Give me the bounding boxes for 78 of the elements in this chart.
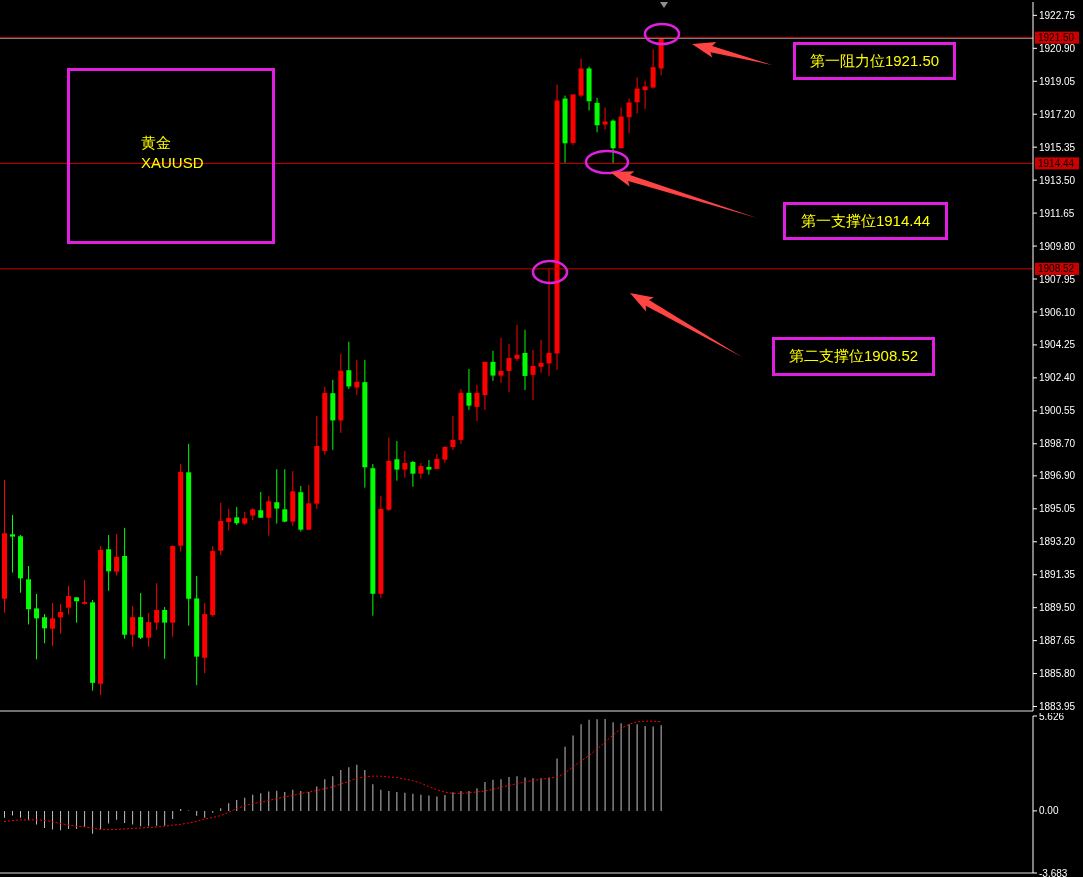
y-tick-label: 1895.05 — [1039, 503, 1076, 515]
candlestick — [530, 349, 536, 401]
line-series — [3, 720, 662, 831]
candlestick — [602, 106, 608, 131]
candlestick — [10, 514, 16, 574]
candlestick — [282, 468, 288, 523]
candlestick — [274, 468, 280, 525]
y-tick-label: 1898.70 — [1039, 438, 1076, 450]
y-tick-label: 1913.50 — [1039, 174, 1076, 186]
candlestick — [634, 77, 640, 115]
y-tick-label: 1919.05 — [1039, 75, 1076, 87]
frame: 第二支撑位1908.52 — [772, 337, 935, 376]
y-tick-label: 1922.75 — [1039, 9, 1076, 21]
candlestick — [594, 97, 600, 133]
y-tick-label: 1891.35 — [1039, 569, 1076, 581]
ref-line-label: 1921.50 — [1038, 32, 1075, 44]
candlestick — [466, 368, 472, 411]
candlestick — [266, 495, 272, 537]
y-tick-label: -3.683 — [1039, 867, 1068, 877]
candlestick — [450, 415, 456, 451]
y-tick-label: 1889.50 — [1039, 602, 1076, 614]
y-tick-label: 1920.90 — [1039, 42, 1076, 54]
candlestick — [82, 579, 88, 606]
y-tick-label: 1893.20 — [1039, 536, 1076, 548]
candlestick — [42, 613, 48, 644]
ref-line-label: 1908.52 — [1038, 263, 1075, 275]
candlestick — [418, 462, 424, 480]
candlestick — [506, 343, 512, 393]
y-tick-label: 1904.25 — [1039, 339, 1076, 351]
frame: 第一阻力位1921.50 — [793, 42, 956, 80]
y-tick-label: 0.00 — [1039, 805, 1059, 817]
y-tick-label: 1896.90 — [1039, 470, 1076, 482]
y-tick-label: 1902.40 — [1039, 372, 1076, 384]
candlestick — [426, 459, 432, 476]
y-tick-label: 1915.35 — [1039, 141, 1076, 153]
annotation: 第二支撑位1908.52 — [788, 347, 919, 366]
candlestick — [642, 80, 648, 110]
candlestick — [58, 603, 64, 635]
candlestick — [650, 49, 656, 90]
candlestick — [474, 384, 480, 422]
candlestick — [394, 440, 400, 482]
candlestick — [50, 602, 56, 647]
candlestick — [410, 460, 416, 488]
y-tick-label: 1911.65 — [1039, 207, 1075, 219]
candlestick — [258, 491, 264, 519]
candlestick — [130, 605, 136, 648]
candlestick — [34, 593, 40, 660]
candlestick — [346, 341, 352, 390]
candlestick — [402, 450, 408, 479]
y-tick-label: 1909.80 — [1039, 240, 1076, 252]
candlestick — [138, 592, 144, 640]
ref-line-label: 1914.44 — [1038, 157, 1075, 169]
candlestick — [498, 337, 504, 384]
candlestick — [546, 268, 552, 377]
y-tick-label: 1885.80 — [1039, 668, 1076, 680]
candlestick — [74, 596, 80, 624]
y-tick-label: 1900.55 — [1039, 405, 1076, 417]
candlestick — [146, 612, 152, 648]
y-tick-label: 1887.65 — [1039, 635, 1076, 647]
candlestick — [522, 329, 528, 391]
candlestick — [490, 350, 496, 382]
candlestick — [538, 339, 544, 374]
frame: 第一支撑位1914.44 — [783, 202, 948, 240]
candlestick — [106, 534, 112, 592]
candlestick — [114, 533, 120, 577]
y-tick-label: 5.626 — [1039, 710, 1065, 722]
annotation: 第一支撑位1914.44 — [800, 211, 931, 231]
candlestick — [226, 508, 232, 532]
y-tick-label: 1883.95 — [1039, 701, 1076, 713]
candlestick — [514, 324, 520, 362]
candlestick — [154, 582, 160, 631]
candlestick — [162, 606, 168, 660]
annotation: 第一阻力位1921.50 — [809, 51, 940, 71]
candlestick — [626, 98, 632, 134]
candlestick — [66, 585, 72, 616]
y-tick-label: 1917.20 — [1039, 108, 1076, 120]
y-tick-label: 1906.10 — [1039, 306, 1076, 318]
y-tick-label: 1907.95 — [1039, 273, 1076, 285]
